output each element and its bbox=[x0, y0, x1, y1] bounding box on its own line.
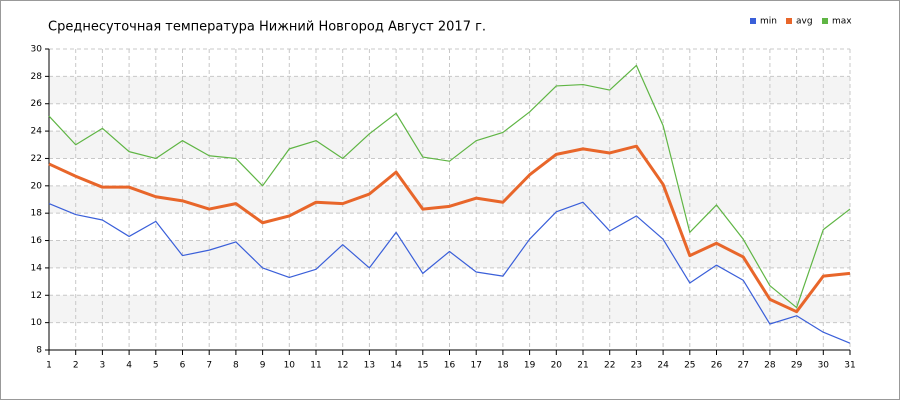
x-tick-label: 3 bbox=[100, 361, 106, 371]
x-tick-label: 8 bbox=[233, 361, 239, 371]
y-tick-label: 10 bbox=[31, 318, 43, 328]
x-tick-label: 14 bbox=[390, 361, 402, 371]
x-tick-label: 28 bbox=[764, 361, 776, 371]
x-tick-label: 17 bbox=[470, 361, 481, 371]
y-tick-label: 12 bbox=[31, 291, 42, 301]
legend-swatch bbox=[822, 18, 828, 24]
x-tick-label: 18 bbox=[497, 361, 509, 371]
x-tick-label: 11 bbox=[310, 361, 321, 371]
y-tick-label: 26 bbox=[31, 99, 43, 109]
x-tick-label: 10 bbox=[284, 361, 296, 371]
x-tick-label: 1 bbox=[46, 361, 52, 371]
y-tick-label: 22 bbox=[31, 154, 42, 164]
x-tick-label: 23 bbox=[631, 361, 642, 371]
x-tick-label: 20 bbox=[551, 361, 563, 371]
legend-label: max bbox=[832, 17, 852, 27]
x-tick-label: 29 bbox=[791, 361, 803, 371]
legend-swatch bbox=[750, 18, 756, 24]
x-tick-label: 19 bbox=[524, 361, 536, 371]
x-tick-label: 21 bbox=[577, 361, 588, 371]
y-tick-label: 30 bbox=[31, 45, 43, 55]
x-tick-label: 26 bbox=[711, 361, 723, 371]
x-tick-label: 27 bbox=[737, 361, 748, 371]
x-tick-label: 25 bbox=[684, 361, 695, 371]
x-tick-label: 12 bbox=[337, 361, 348, 371]
x-tick-label: 31 bbox=[844, 361, 855, 371]
legend-label: min bbox=[760, 17, 777, 27]
series-line bbox=[48, 144, 851, 314]
y-tick-label: 14 bbox=[31, 263, 43, 273]
legend-swatch bbox=[786, 18, 792, 24]
x-tick-label: 2 bbox=[73, 361, 79, 371]
legend: min avg max bbox=[750, 17, 852, 27]
x-tick-label: 9 bbox=[260, 361, 266, 371]
x-tick-label: 22 bbox=[604, 361, 615, 371]
x-tick-label: 30 bbox=[818, 361, 830, 371]
y-tick-label: 24 bbox=[31, 127, 43, 137]
x-tick-label: 7 bbox=[206, 361, 212, 371]
y-tick-label: 20 bbox=[31, 181, 43, 191]
x-tick-label: 4 bbox=[126, 361, 132, 371]
x-tick-label: 13 bbox=[364, 361, 375, 371]
x-tick-label: 6 bbox=[180, 361, 186, 371]
x-tick-label: 5 bbox=[153, 361, 159, 371]
legend-label: avg bbox=[796, 17, 813, 27]
series-line bbox=[48, 201, 851, 344]
x-tick-label: 16 bbox=[444, 361, 456, 371]
y-tick-label: 16 bbox=[31, 236, 43, 246]
chart-title: Среднесуточная температура Нижний Новгор… bbox=[48, 20, 486, 35]
y-tick-label: 8 bbox=[36, 346, 42, 356]
y-tick-label: 28 bbox=[31, 72, 43, 82]
x-tick-label: 15 bbox=[417, 361, 428, 371]
y-tick-label: 18 bbox=[31, 209, 43, 219]
x-tick-label: 24 bbox=[657, 361, 669, 371]
series-line bbox=[48, 64, 851, 309]
